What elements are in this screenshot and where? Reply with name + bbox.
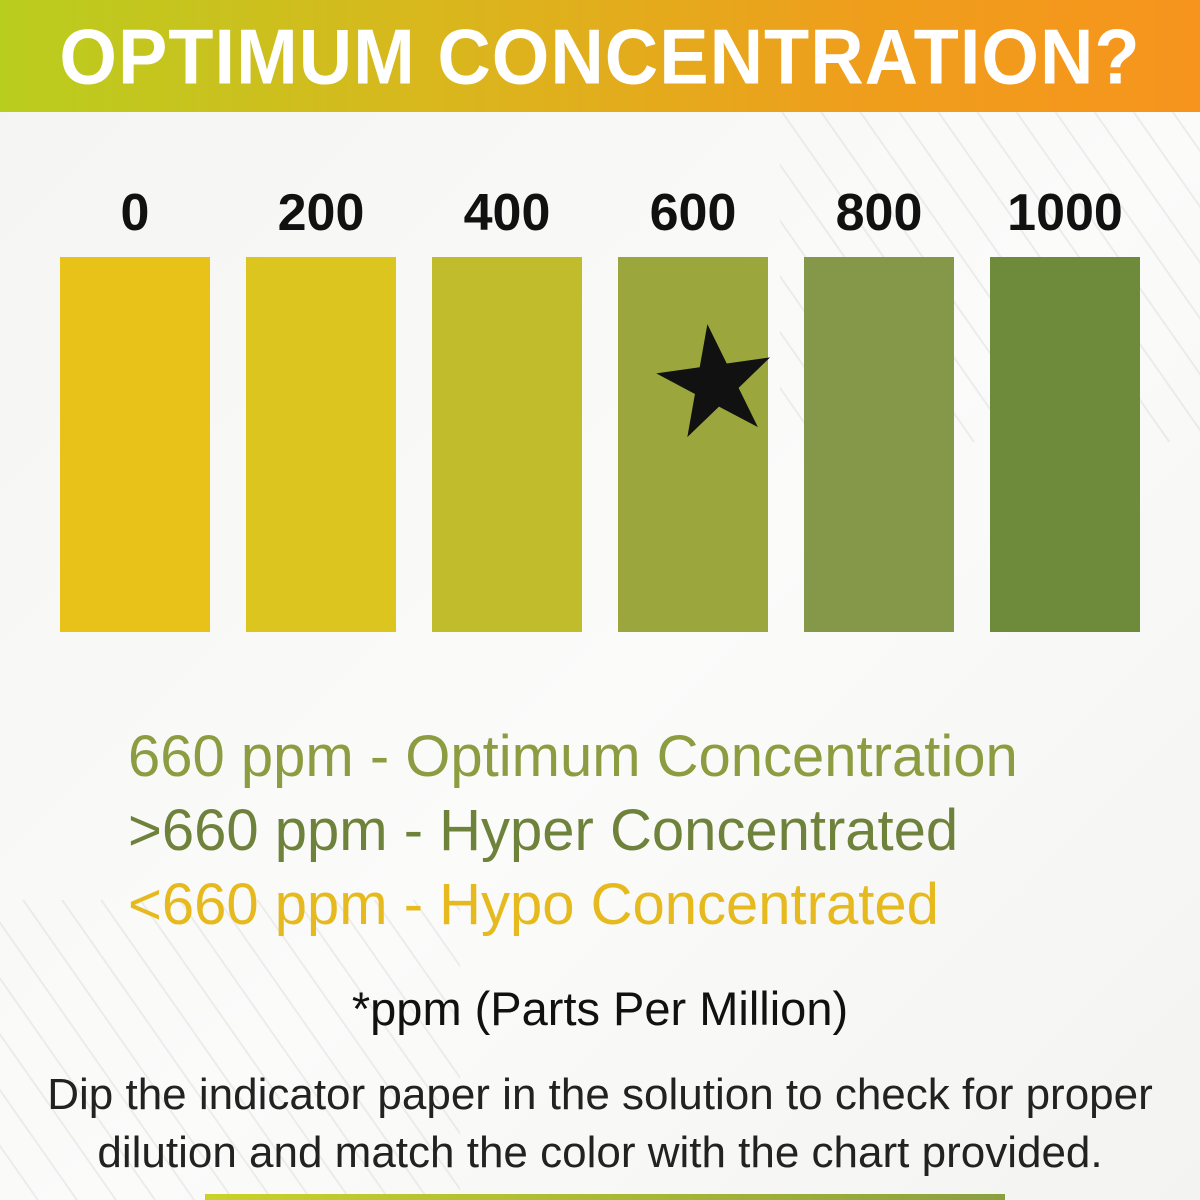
tick-label: 800 [835, 184, 923, 242]
color-bar [990, 257, 1140, 632]
chart-column-400: 400 [432, 187, 582, 632]
color-bar: ★ [618, 257, 794, 632]
chart-column-1000: 1000 [990, 187, 1140, 632]
concentration-legend: 660 ppm - Optimum Concentration >660 ppm… [0, 720, 1200, 943]
tick-label: 200 [277, 184, 365, 242]
color-bar [432, 257, 582, 632]
star-icon: ★ [636, 287, 794, 473]
tick-label: 600 [649, 184, 737, 242]
bottom-accent-strip [205, 1194, 1005, 1200]
chart-column-200: 200 [246, 187, 396, 632]
color-chart: 0 200 400 600 ★ 800 1000 [0, 187, 1200, 632]
legend-line-hypo: <660 ppm - Hypo Concentrated [128, 872, 939, 938]
color-bar [246, 257, 396, 632]
color-bar [804, 257, 954, 632]
header-banner: OPTIMUM CONCENTRATION? [0, 0, 1200, 112]
page-title: OPTIMUM CONCENTRATION? [59, 12, 1141, 100]
tick-label: 400 [463, 184, 551, 242]
legend-line-hyper: >660 ppm - Hyper Concentrated [128, 798, 959, 864]
tick-label: 1000 [1007, 184, 1123, 242]
chart-column-600: 600 ★ [618, 184, 794, 632]
tick-label: 0 [120, 184, 150, 242]
usage-instructions: Dip the indicator paper in the solution … [47, 1069, 1153, 1177]
legend-line-optimum: 660 ppm - Optimum Concentration [128, 724, 1018, 789]
ppm-footnote: *ppm (Parts Per Million) [351, 981, 849, 1035]
chart-column-800: 800 [804, 187, 954, 632]
color-bar [60, 257, 210, 632]
chart-column-0: 0 [60, 187, 210, 632]
